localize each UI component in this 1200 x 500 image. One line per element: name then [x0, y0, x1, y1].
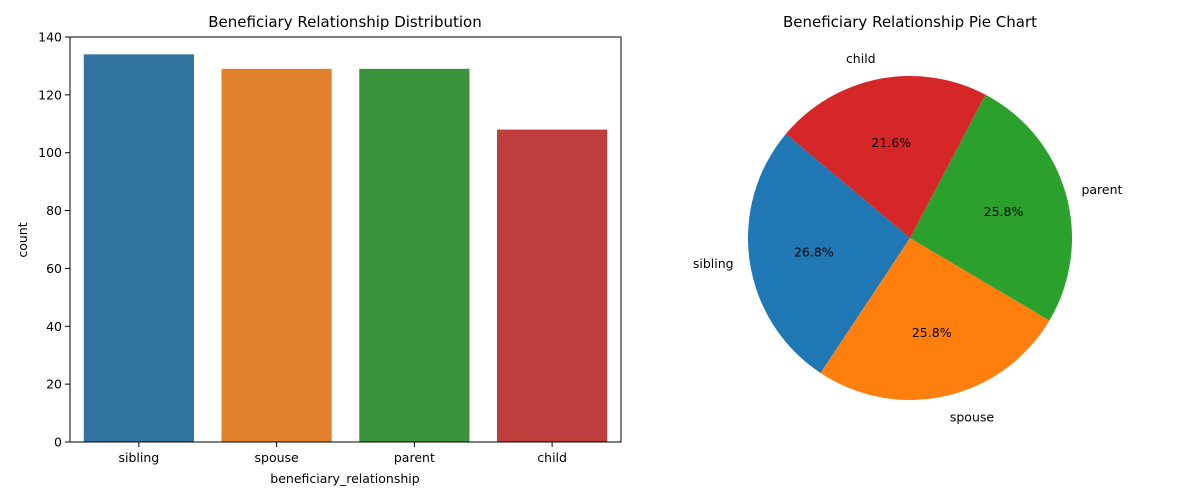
y-tick-label: 140: [38, 30, 62, 45]
y-tick-label: 0: [54, 435, 62, 450]
bar-parent: [359, 68, 470, 443]
bar-plot-frame: [69, 36, 622, 443]
pie-slice-parent: [910, 94, 1072, 321]
bar-spouse: [221, 68, 332, 443]
bar-chart: Beneficiary Relationship Distribution si…: [15, 13, 622, 486]
x-axis-label: beneficiary_relationship: [270, 471, 419, 486]
x-tick-label: sibling: [119, 450, 160, 465]
pie-chart: Beneficiary Relationship Pie Chart sibli…: [693, 13, 1123, 425]
pie-label-child: child: [846, 51, 876, 66]
y-axis-label: count: [15, 222, 30, 257]
pie-percent-label: 21.6%: [871, 135, 911, 150]
pie-slice-sibling: [748, 133, 910, 374]
pie-percent-label: 25.8%: [912, 325, 952, 340]
pie-percent-label: 25.8%: [984, 204, 1024, 219]
y-tick-label: 40: [46, 319, 62, 334]
y-tick-label: 60: [46, 261, 62, 276]
y-tick-label: 100: [38, 145, 62, 160]
x-tick-label: parent: [394, 450, 435, 465]
pie-plot-area: sibling 26.8% spouse 25.8% parent 25.8% child 2…: [693, 51, 1123, 425]
bar-sibling: [83, 54, 194, 442]
y-tick-label: 120: [38, 87, 62, 102]
pie-label-spouse: spouse: [950, 410, 995, 425]
pie-slice-spouse: [820, 238, 1050, 401]
x-tick-label: spouse: [255, 450, 300, 465]
pie-percent-label: 26.8%: [794, 244, 834, 259]
pie-slice-child: [785, 75, 986, 238]
pie-label-sibling: sibling: [693, 256, 734, 271]
x-tick-label: child: [537, 450, 567, 465]
pie-label-parent: parent: [1081, 182, 1122, 197]
pie-chart-title: Beneficiary Relationship Pie Chart: [783, 13, 1037, 31]
y-tick-label: 20: [46, 377, 62, 392]
bar-plot-area: sibling spouse parent child 0 20 40 60 80 100 120 1…: [38, 30, 608, 465]
bar-chart-title: Beneficiary Relationship Distribution: [208, 13, 481, 31]
y-tick-label: 80: [46, 203, 62, 218]
bar-child: [497, 129, 608, 443]
